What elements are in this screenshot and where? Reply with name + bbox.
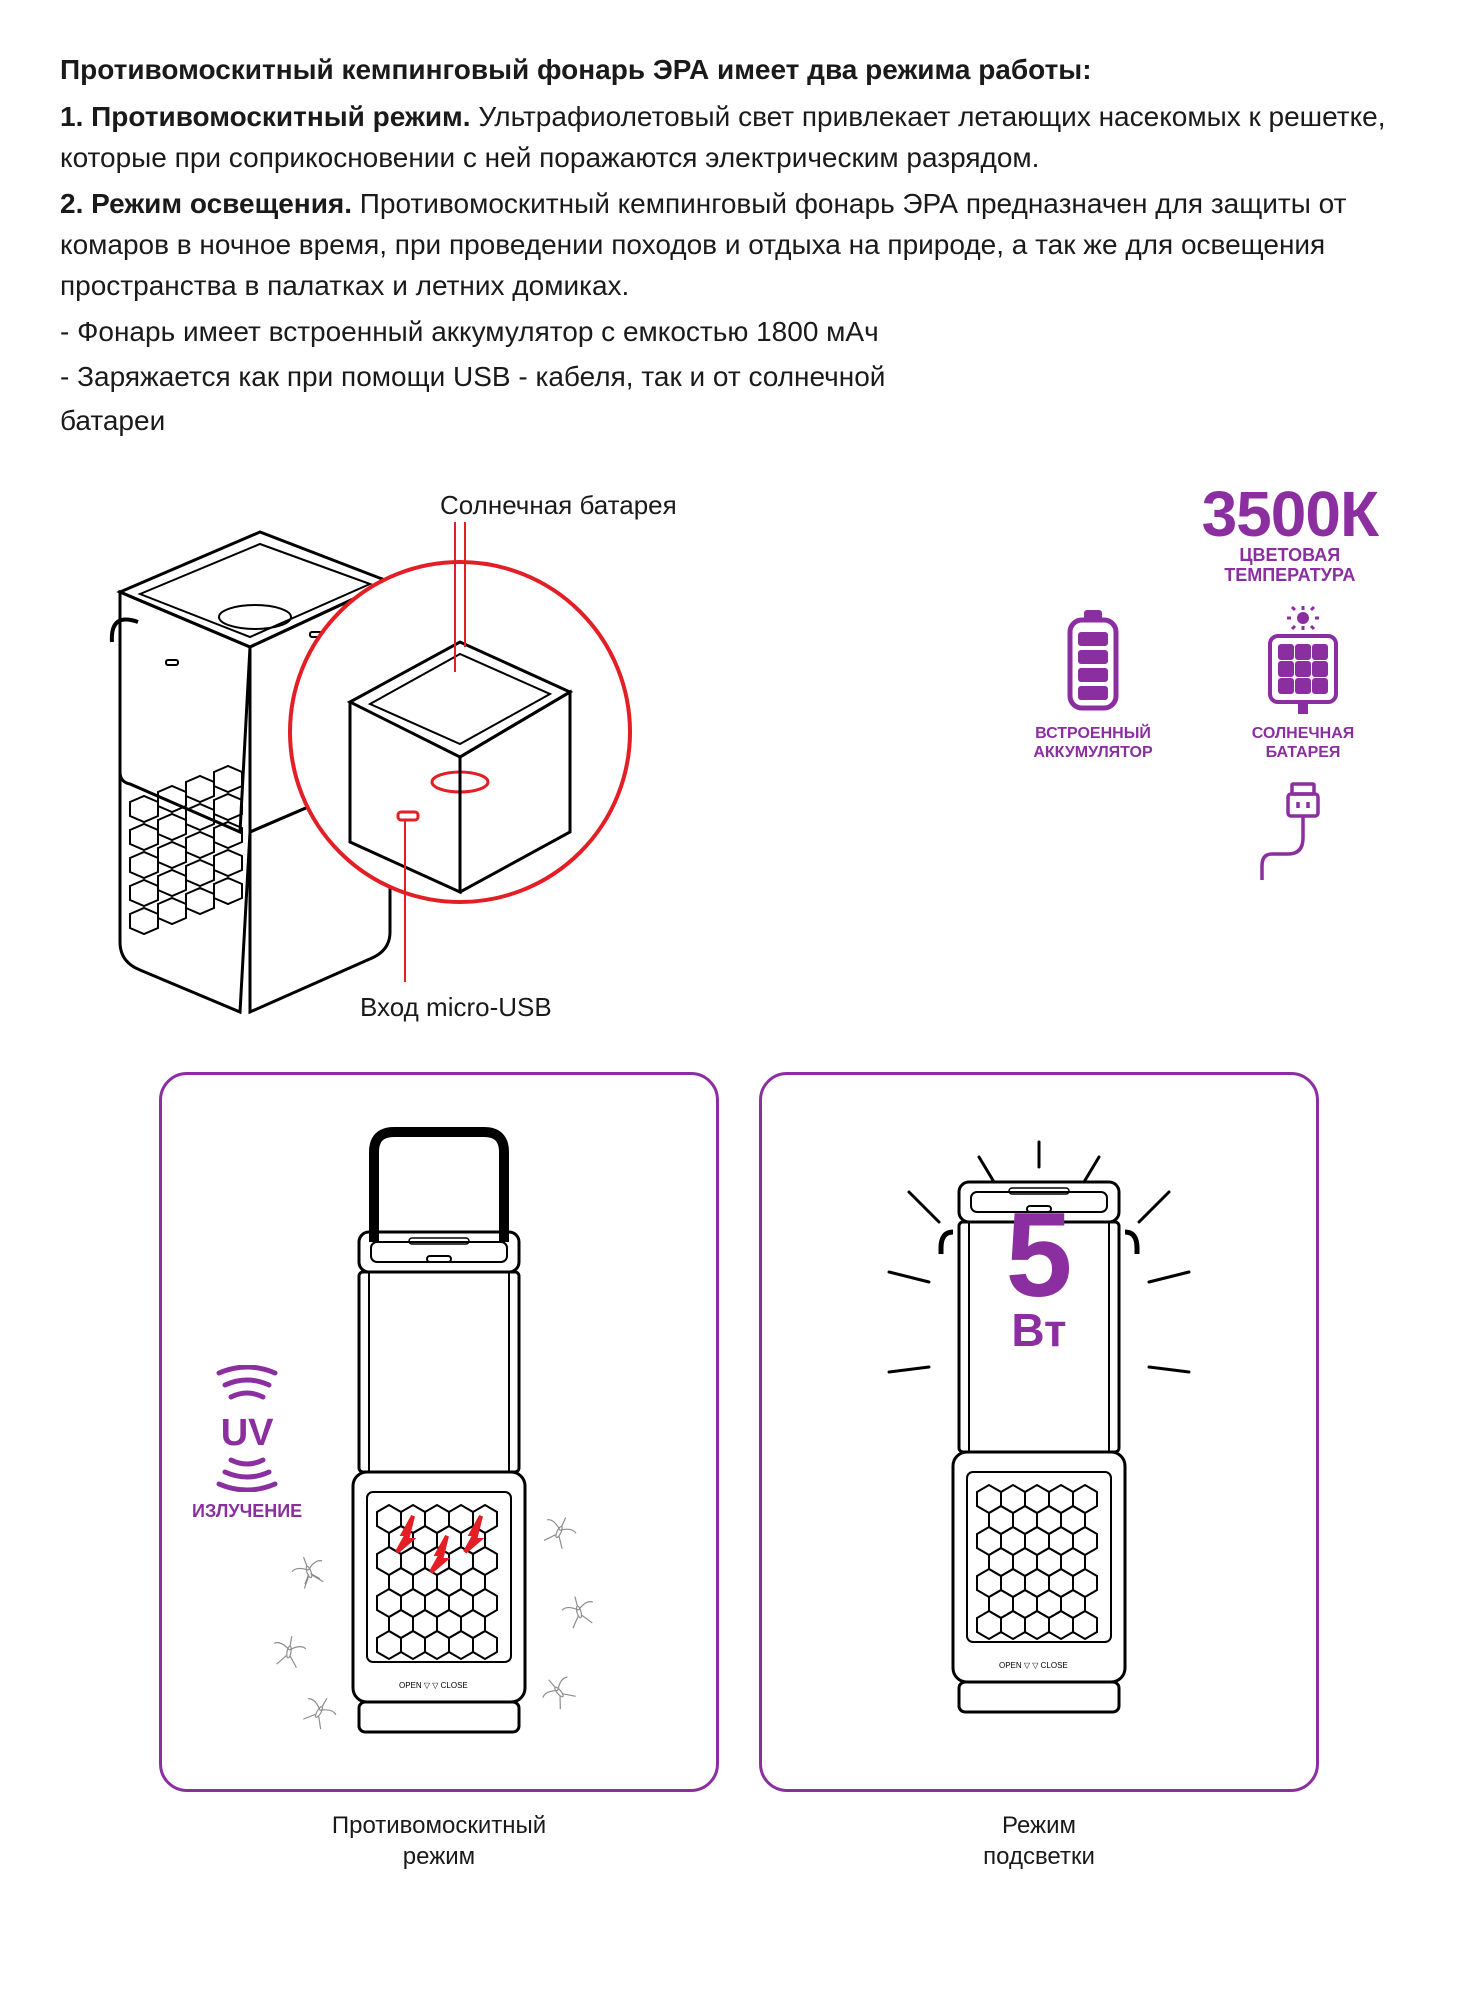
device-isometric-illustration: [60, 472, 780, 1032]
temp-sub2: ТЕМПЕРАТУРА: [1202, 566, 1378, 586]
watt-num: 5: [1006, 1188, 1073, 1322]
uv-badge: UV ИЗЛУЧЕНИЕ: [192, 1365, 302, 1522]
battery-label: ВСТРОЕННЫЙ АККУМУЛЯТОР: [1018, 724, 1168, 762]
watt-badge: 5 Вт: [762, 1195, 1316, 1353]
uv-text: UV: [192, 1414, 302, 1452]
bullet-charge-cont: батареи: [60, 401, 1418, 442]
usb-cable-icon: [1258, 782, 1348, 882]
battery-feature: ВСТРОЕННЫЙ АККУМУЛЯТОР: [1018, 606, 1168, 762]
svg-text:OPEN ▽ ▽ CLOSE: OPEN ▽ ▽ CLOSE: [399, 1681, 468, 1690]
mode2-name: 2. Режим освещения.: [60, 188, 352, 219]
usb-feature: [1258, 782, 1348, 882]
heading: Противомоскитный кемпинговый фонарь ЭРА …: [60, 50, 1418, 89]
lantern-uv-mode-illustration: OPEN ▽ ▽ CLOSE: [259, 1112, 619, 1752]
light-mode-panel: 5 Вт: [759, 1072, 1319, 1792]
uv-sub: ИЗЛУЧЕНИЕ: [192, 1501, 302, 1522]
mosquito-mode-panel: UV ИЗЛУЧЕНИЕ: [159, 1072, 719, 1792]
solar-feature: СОЛНЕЧНАЯ БАТАРЕЯ: [1228, 606, 1378, 762]
battery-icon: [1048, 606, 1138, 716]
panel-left-caption: Противомоскитныйрежим: [332, 1810, 546, 1872]
mode1: 1. Противомоскитный режим. Ультрафиолето…: [60, 97, 1418, 178]
bullet-battery: - Фонарь имеет встроенный аккумулятор с …: [60, 312, 1418, 353]
color-temp-badge: 3500К ЦВЕТОВАЯ ТЕМПЕРАТУРА: [1202, 482, 1378, 586]
mode2: 2. Режим освещения. Противомоскитный кем…: [60, 184, 1418, 306]
device-callout-diagram: Солнечная батарея Вход micro-USB: [60, 472, 780, 1032]
mode1-name: 1. Противомоскитный режим.: [60, 101, 471, 132]
svg-text:OPEN ▽ ▽ CLOSE: OPEN ▽ ▽ CLOSE: [999, 1661, 1068, 1670]
uv-waves-icon-bottom: [207, 1452, 287, 1492]
uv-waves-icon: [207, 1365, 287, 1405]
temp-value: 3500К: [1202, 482, 1378, 546]
callout-circle: [290, 522, 630, 982]
watt-unit: Вт: [762, 1307, 1316, 1353]
callout-solar-label: Солнечная батарея: [440, 490, 677, 521]
feature-badges: 3500К ЦВЕТОВАЯ ТЕМПЕРАТУРА ВСТРОЕННЫЙ АК…: [800, 472, 1418, 882]
solar-panel-icon: [1258, 606, 1348, 716]
description-text: Противомоскитный кемпинговый фонарь ЭРА …: [60, 50, 1418, 442]
panel-right-caption: Режимподсветки: [983, 1810, 1095, 1872]
callout-usb-label: Вход micro-USB: [360, 992, 552, 1023]
bullet-charge: - Заряжается как при помощи USB - кабеля…: [60, 357, 1418, 398]
solar-label: СОЛНЕЧНАЯ БАТАРЕЯ: [1228, 724, 1378, 762]
